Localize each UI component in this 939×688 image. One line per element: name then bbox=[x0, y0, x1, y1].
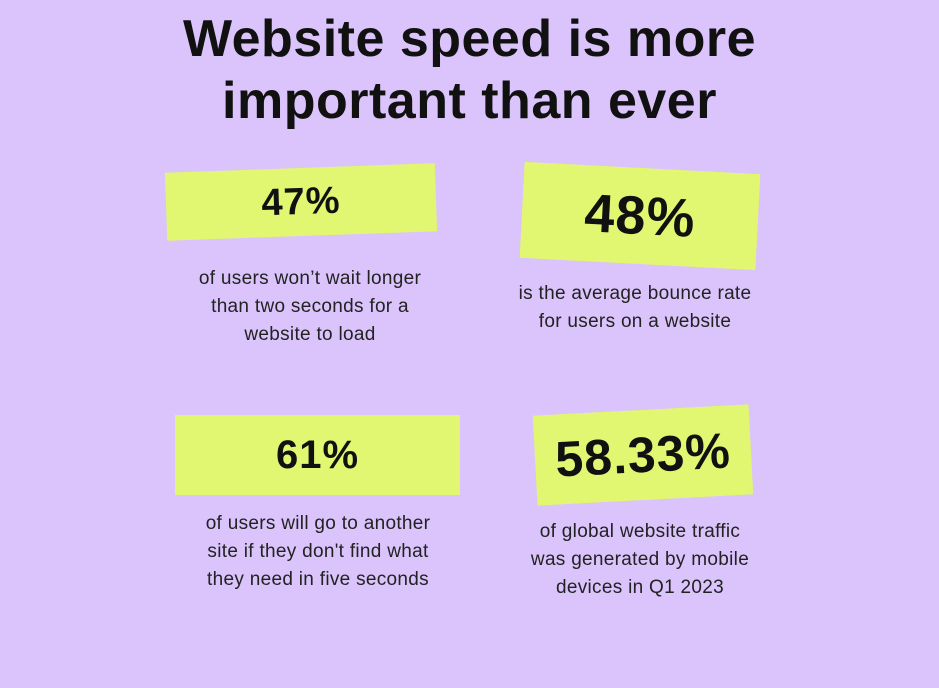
stat-caption-3: of users will go to another site if they… bbox=[205, 513, 431, 590]
stat-highlight-1: 47% bbox=[164, 163, 438, 241]
page-title: Website speed is more important than eve… bbox=[182, 10, 757, 130]
stat-caption-4: of global website traffic was generated … bbox=[530, 521, 750, 598]
stat-caption-2: is the average bounce rate for users on … bbox=[518, 283, 752, 332]
stat-highlight-4: 58.33% bbox=[532, 404, 754, 506]
stat-highlight-3: 61% bbox=[175, 415, 460, 495]
stat-caption-1: of users won’t wait longer than two seco… bbox=[198, 268, 422, 345]
stat-highlight-2: 48% bbox=[519, 161, 761, 271]
